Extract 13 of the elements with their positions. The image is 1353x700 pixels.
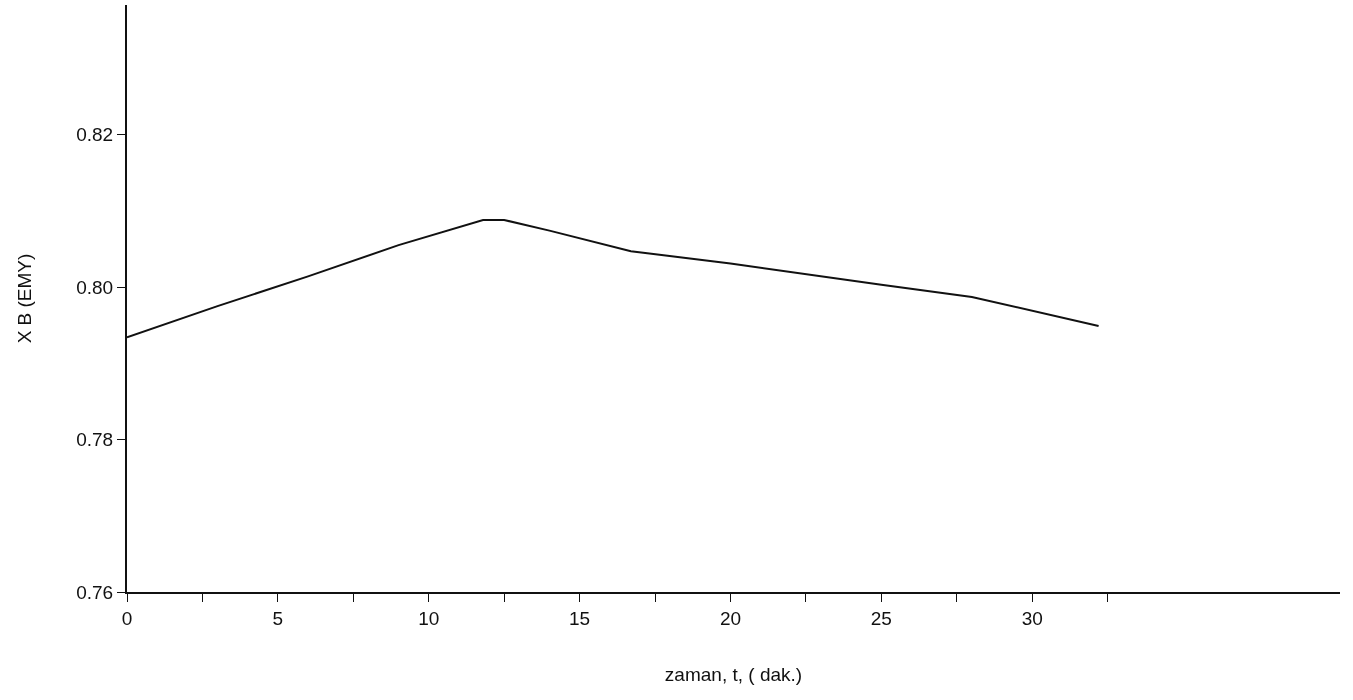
y-tick-label: 0.76 [76,581,114,603]
x-tick-label: 0 [121,607,133,629]
y-tick-label: 0.78 [76,429,114,451]
x-tick-label: 25 [870,607,892,629]
x-tick-label: 15 [569,607,591,629]
x-tick-label: 10 [418,607,440,629]
y-axis-title: X B (EMY) [13,253,35,344]
y-tick-label: 0.82 [76,124,114,146]
x-axis-title: zaman, t, ( dak.) [664,664,803,686]
x-tick-label: 20 [719,607,742,629]
y-tick-label: 0.80 [76,276,114,298]
x-tick-label: 30 [1021,607,1043,629]
x-tick-label: 5 [272,607,284,629]
